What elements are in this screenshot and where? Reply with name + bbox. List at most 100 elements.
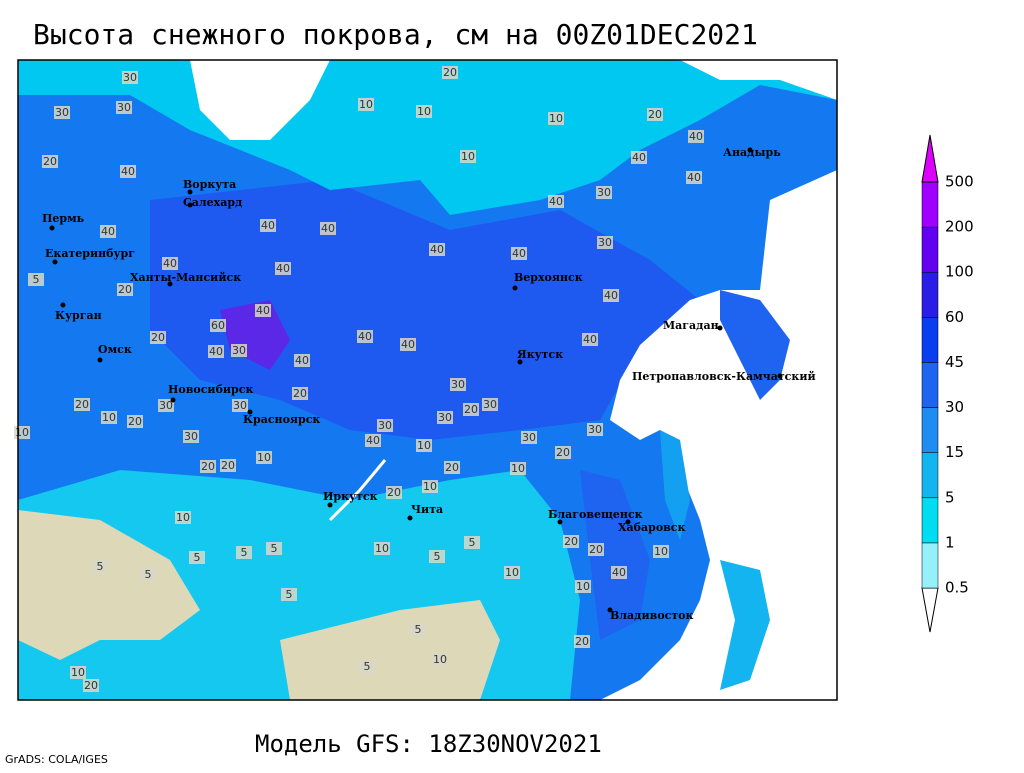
city-dot <box>327 502 333 508</box>
contour-label-box <box>521 431 537 444</box>
snow-region <box>150 180 700 440</box>
city-name: Воркута <box>183 178 236 191</box>
contour-label-box <box>255 304 271 317</box>
open-water <box>680 60 837 100</box>
contour-label: 5 <box>434 550 441 563</box>
city-name: Салехард <box>183 196 242 209</box>
contour-label-box <box>117 283 133 296</box>
contour-label: 10 <box>417 105 431 118</box>
contour-label-box <box>597 236 613 249</box>
contour-label: 30 <box>378 419 392 432</box>
contour-label: 20 <box>648 108 662 121</box>
city-name: Магадан <box>663 319 719 332</box>
contour-label-box <box>563 535 579 548</box>
city-name: Новосибирск <box>168 383 253 396</box>
contour-label: 20 <box>43 155 57 168</box>
japan <box>720 560 770 690</box>
city-name: Верхоянск <box>514 271 583 284</box>
contour-label: 30 <box>233 399 247 412</box>
contour-label-box <box>122 71 138 84</box>
contour-label-box <box>158 399 174 412</box>
snow-region <box>580 470 650 640</box>
colorbar-segment <box>921 362 939 408</box>
contour-label: 30 <box>451 378 465 391</box>
contour-label-box <box>320 222 336 235</box>
sakhalin <box>660 430 690 540</box>
contour-label-box <box>631 151 647 164</box>
contour-label: 40 <box>583 333 597 346</box>
colorbar-label: 1 <box>945 533 955 551</box>
contour-label: 10 <box>359 98 373 111</box>
contour-label-box <box>432 653 448 666</box>
contour-label: 5 <box>469 536 476 549</box>
contour-label-box <box>232 399 248 412</box>
city-dot <box>247 409 253 415</box>
contour-label-box <box>582 333 598 346</box>
colorbar-segment <box>921 542 939 589</box>
contour-label-box <box>386 486 402 499</box>
contour-label-box <box>588 543 604 556</box>
contour-label-box <box>101 411 117 424</box>
contour-label: 30 <box>117 101 131 114</box>
city-name: Пермь <box>42 212 85 225</box>
colorbar-label: 45 <box>945 353 964 371</box>
colorbar-label: 0.5 <box>945 579 969 597</box>
contour-label: 30 <box>522 431 536 444</box>
contour-label: 40 <box>604 289 618 302</box>
contour-label: 30 <box>588 423 602 436</box>
contour-label: 30 <box>438 411 452 424</box>
contour-label-box <box>442 66 458 79</box>
contour-label-box <box>686 171 702 184</box>
lake-baikal <box>328 459 387 522</box>
contour-label-box <box>377 419 393 432</box>
contour-label-box <box>200 460 216 473</box>
city-name: Омск <box>98 343 132 356</box>
contour-label: 40 <box>358 330 372 343</box>
contour-label-box <box>422 480 438 493</box>
contour-label-box <box>208 345 224 358</box>
contour-label-box <box>28 273 44 286</box>
contour-label-box <box>510 462 526 475</box>
contour-label-box <box>120 165 136 178</box>
contour-label-box <box>653 545 669 558</box>
contour-label: 40 <box>276 262 290 275</box>
city-dot <box>97 357 103 363</box>
contour-label: 40 <box>121 165 135 178</box>
contour-label: 30 <box>184 430 198 443</box>
city-name: Якутск <box>517 348 563 361</box>
contour-label: 20 <box>84 679 98 692</box>
contour-label: 40 <box>366 434 380 447</box>
contour-label: 30 <box>55 106 69 119</box>
contour-label: 10 <box>176 511 190 524</box>
contour-label: 5 <box>194 551 201 564</box>
contour-label: 20 <box>564 535 578 548</box>
contour-label: 20 <box>445 461 459 474</box>
city-name: Красноярск <box>243 413 320 426</box>
contour-label: 20 <box>575 635 589 648</box>
contour-label-box <box>647 108 663 121</box>
city-name: Хабаровск <box>618 521 685 534</box>
contour-label: 5 <box>145 568 152 581</box>
contour-label: 20 <box>118 283 132 296</box>
colorbar-segment <box>921 317 939 363</box>
contour-label-box <box>189 551 205 564</box>
contour-label: 40 <box>689 130 703 143</box>
contour-label: 10 <box>549 112 563 125</box>
contour-label-box <box>175 511 191 524</box>
contour-label: 10 <box>576 580 590 593</box>
colorbar-under <box>921 587 939 633</box>
contour-label: 20 <box>75 398 89 411</box>
contour-label-box <box>260 219 276 232</box>
contour-label: 5 <box>415 623 422 636</box>
contour-label-box <box>359 660 375 673</box>
contour-label-box <box>74 398 90 411</box>
city-name: Владивосток <box>610 609 694 622</box>
city-dot <box>52 259 58 265</box>
city-name: Чита <box>411 503 443 516</box>
contour-label-box <box>463 403 479 416</box>
colorbar-label: 5 <box>945 488 955 506</box>
colorbar-segment <box>921 452 939 499</box>
map-frame <box>17 59 838 701</box>
contour-label-box <box>596 186 612 199</box>
